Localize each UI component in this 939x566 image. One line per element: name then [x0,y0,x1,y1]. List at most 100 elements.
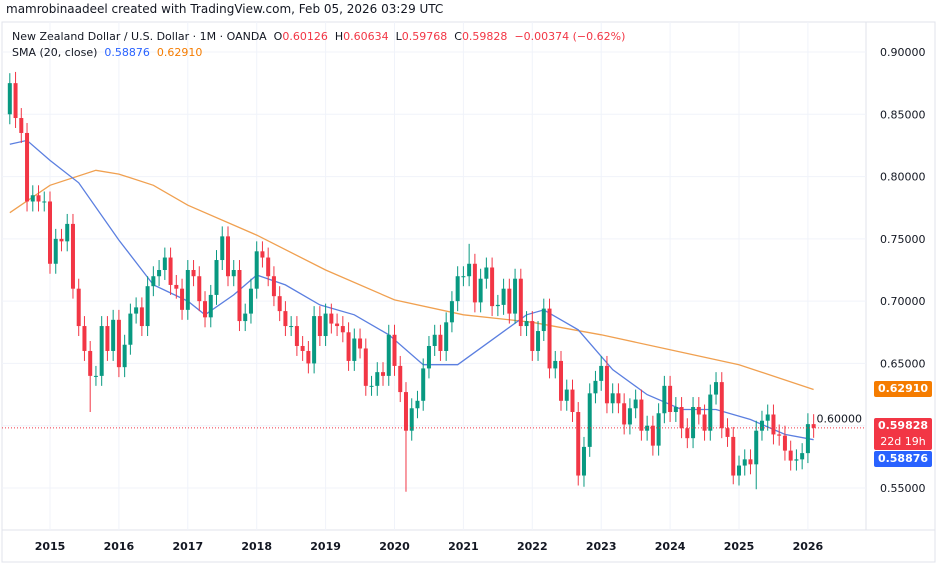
candle-body [484,267,489,279]
candle-body [759,420,764,431]
open-label: O [273,30,283,43]
candle-body [403,392,408,431]
candle-body [426,345,431,369]
candle-body [650,425,655,446]
sma-title[interactable]: SMA (20, close) [12,46,98,59]
time-tick-label: 2023 [586,540,617,553]
candle-body [432,334,437,346]
candle-body [266,257,271,277]
candle-body [708,394,713,431]
sma-blue-price-label: 0.58876 [874,451,932,467]
candle-body [685,428,690,439]
time-tick-label: 2020 [379,540,410,553]
candle-body [151,276,156,287]
candle-body [536,331,541,351]
candle-body [581,446,586,476]
sma-orange-value: 0.62910 [156,46,203,59]
sma-orange-price-label: 0.62910 [874,381,932,397]
candle-body [203,301,208,318]
candle-body [633,399,638,409]
candle-body [587,393,592,447]
candle-body [180,288,185,310]
candle-body [731,436,736,476]
candle-body [415,400,420,409]
low-label: L [395,30,402,43]
candle-body [145,286,150,327]
candle-body [478,278,483,303]
candle-body [777,434,782,436]
time-tick-label: 2019 [310,540,341,553]
candle-body [369,385,374,387]
candle-body [185,269,190,310]
candle-body [771,414,776,435]
candle-body [42,201,47,203]
candle-body [679,407,684,429]
candle-body [225,236,230,277]
candle-body [283,311,288,327]
candle-body [610,393,615,404]
candle-body [134,307,139,314]
candle-body [13,83,18,119]
candle-body [82,326,87,351]
time-tick-label: 2017 [172,540,203,553]
candle-body [7,83,12,115]
candle-body [231,269,236,277]
candle-body [381,372,386,376]
candle-body [312,316,317,364]
candle-body [765,414,770,421]
candle-body [168,257,173,285]
candle-body [507,288,512,314]
candle-body [30,195,35,202]
open-value: 0.60126 [282,30,328,43]
candle-body [547,308,552,369]
candle-body [719,382,724,429]
candle-body [128,313,133,345]
candle-body [599,365,604,381]
candle-body [576,412,581,476]
candle-body [725,428,730,437]
candle-body [254,251,259,289]
candle-body [449,301,454,323]
candle-body [570,389,575,413]
candle-body [111,319,116,351]
candle-body [714,382,719,395]
candle-body [748,459,753,465]
chart-legend: New Zealand Dollar / U.S. Dollar · 1M · … [12,29,625,61]
candle-body [122,344,127,368]
candle-body [754,430,759,465]
price-tick-label: 0.60000 [817,413,863,426]
candle-body [409,408,414,431]
candle-body [513,278,518,314]
candle-body [662,385,667,414]
candle-body [323,313,328,337]
time-tick-label: 2024 [655,540,686,553]
candle-body [317,316,322,337]
price-tick-label: 0.55000 [880,482,926,495]
candle-body [800,453,805,460]
price-tick-label: 0.70000 [880,295,926,308]
candle-body [696,407,701,415]
candle-body [294,326,299,346]
candle-body [48,201,52,264]
candle-body [76,288,81,327]
candle-body [243,313,248,322]
symbol-legend-row: New Zealand Dollar / U.S. Dollar · 1M · … [12,29,625,45]
candle-body [53,238,58,264]
close-value: 0.59828 [461,30,508,43]
candle-body [541,308,546,332]
candle-body [248,288,253,314]
candle-body [139,307,144,327]
chart-frame [1,21,936,563]
candle-body [162,257,167,270]
price-tick-label: 0.90000 [880,46,926,59]
candle-body [421,368,426,401]
price-tick-label: 0.85000 [880,108,926,121]
symbol-title[interactable]: New Zealand Dollar / U.S. Dollar · 1M · … [12,30,267,43]
candle-body [88,350,93,376]
candle-body [467,263,472,277]
candle-body [593,380,598,394]
candle-body [329,313,334,324]
bar-countdown-label: 22d 19h [874,434,932,450]
candle-body [622,403,627,425]
